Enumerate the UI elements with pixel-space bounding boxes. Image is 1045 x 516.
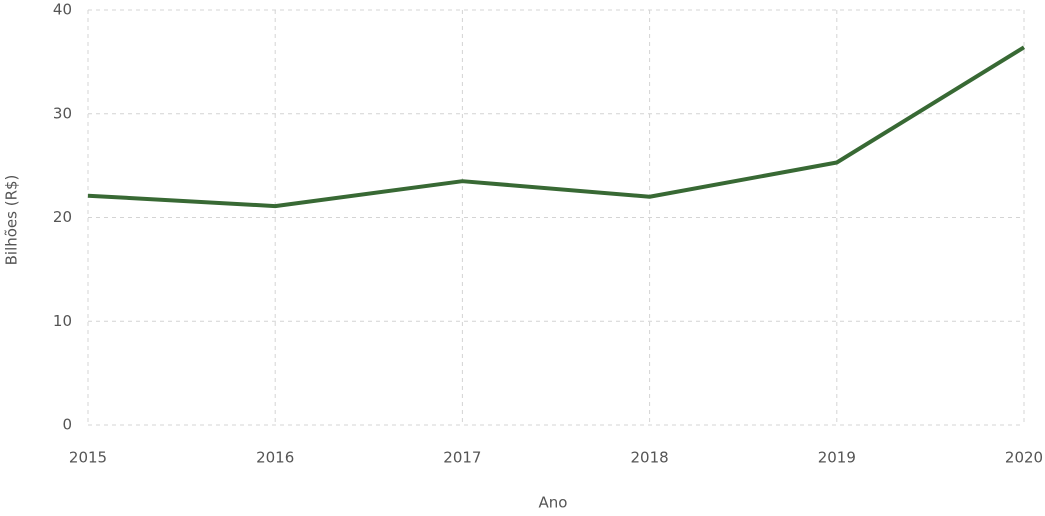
y-axis-title: Bilhões (R$) <box>3 175 21 266</box>
x-tick-label: 2020 <box>1005 449 1043 467</box>
x-tick-label: 2019 <box>818 449 856 467</box>
x-tick-label: 2015 <box>69 449 107 467</box>
y-tick-label: 0 <box>62 416 72 434</box>
line <box>87 45 1026 209</box>
x-axis-title: Ano <box>539 494 568 512</box>
x-tick-label: 2016 <box>256 449 294 467</box>
y-tick-label: 30 <box>53 104 72 122</box>
x-tick-label: 2017 <box>443 449 481 467</box>
y-tick-label: 20 <box>53 208 72 226</box>
y-tick-label: 10 <box>53 312 72 330</box>
x-tick-label: 2018 <box>631 449 669 467</box>
y-tick-label: 40 <box>53 1 72 19</box>
